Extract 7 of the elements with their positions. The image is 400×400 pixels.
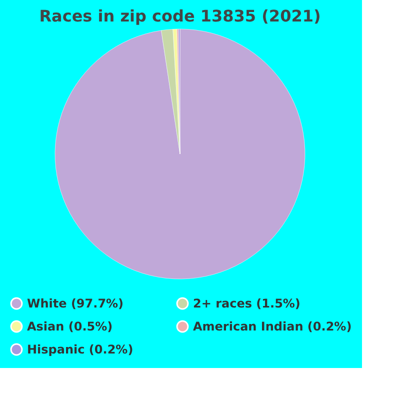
legend-label: American Indian (0.2%) (193, 320, 352, 334)
pie-slice (54, 28, 306, 279)
legend-label: White (97.7%) (27, 296, 124, 311)
legend-label: Asian (0.5%) (27, 320, 113, 334)
legend-label: Hispanic (0.2%) (27, 342, 134, 356)
legend-label: 2+ races (1.5%) (193, 296, 300, 311)
chart-title: Races in zip code 13835 (2021) (39, 6, 321, 26)
